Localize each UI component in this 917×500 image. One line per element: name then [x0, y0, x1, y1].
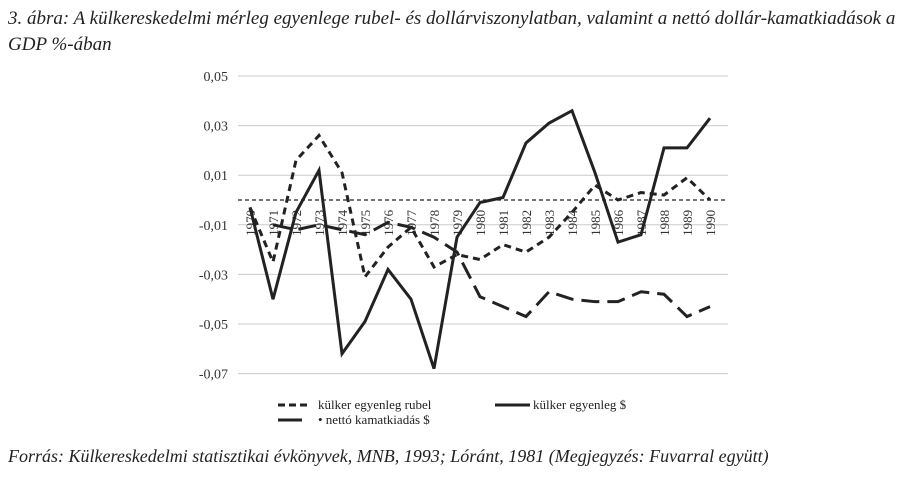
x-tick-label: 1979	[450, 210, 465, 236]
x-tick-label: 1974	[335, 209, 350, 236]
y-tick-label: 0,01	[204, 169, 229, 184]
y-tick-label: -0,03	[199, 268, 228, 283]
x-tick-label: 1971	[266, 210, 281, 236]
x-tick-label: 1988	[657, 210, 672, 236]
legend-label: külker egyenleg rubel	[318, 397, 432, 412]
figure-title: 3. ábra: A külkereskedelmi mérleg egyenl…	[8, 8, 896, 55]
legend-label: külker egyenleg $	[533, 397, 627, 412]
series-line-nett-kamatkiad-s-	[272, 220, 711, 319]
y-tick-label: 0,05	[204, 70, 229, 85]
x-tick-label: 1982	[519, 210, 534, 236]
y-tick-label: 0,03	[204, 120, 229, 135]
x-tick-label: 1981	[496, 210, 511, 236]
x-tick-label: 1985	[588, 210, 603, 236]
x-tick-label: 1990	[703, 210, 718, 236]
x-tick-label: 1973	[312, 210, 327, 236]
x-tick-label: 1984	[565, 209, 580, 236]
series-line-k-lker-egyenleg-rubel	[248, 133, 712, 281]
y-tick-label: -0,01	[199, 219, 228, 234]
x-tick-label: 1978	[427, 210, 442, 236]
legend-label: • nettó kamatkiadás $	[318, 412, 430, 427]
source-note: Forrás: Külkereskedelmi statisztikai évk…	[8, 446, 769, 466]
y-tick-label: -0,05	[199, 318, 228, 333]
series-line-k-lker-egyenleg-	[248, 108, 712, 370]
y-tick-label: -0,07	[199, 368, 228, 383]
x-tick-label: 1983	[542, 210, 557, 236]
x-tick-label: 1975	[358, 210, 373, 236]
x-tick-label: 1980	[473, 210, 488, 236]
x-tick-label: 1989	[680, 210, 695, 236]
